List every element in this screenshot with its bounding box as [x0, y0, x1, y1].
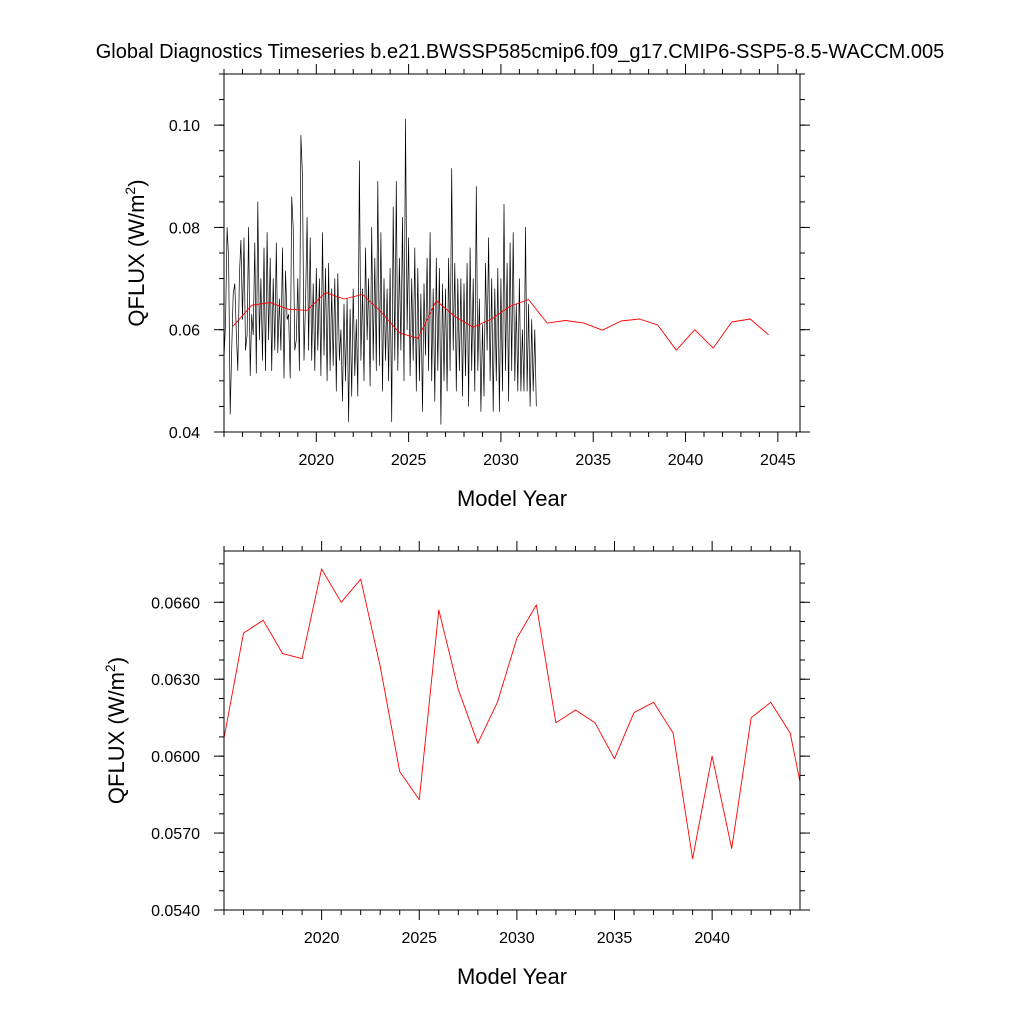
- top-series-annual-mean-line: [232, 291, 769, 351]
- bottom-y-tick-label: 0.0630: [151, 672, 200, 689]
- bottom-plot-frame: [223, 550, 801, 911]
- top-y-axis-title-close: ): [124, 179, 149, 186]
- bottom-tick-labels: 2020 2025 2030 2035 2040 0.0540 0.0570 0.0600 0.…: [151, 595, 730, 947]
- top-series: [223, 118, 769, 425]
- panel-bottom: 2020 2025 2030 2035 2040 0.0540 0.0570 0.0600 0.…: [102, 541, 810, 989]
- top-y-tick-label: 0.10: [169, 118, 200, 135]
- figure-title: Global Diagnostics Timeseries b.e21.BWSS…: [96, 41, 945, 63]
- top-tick-labels: 2020 2025 2030 2035 2040 2045 0.04 0.06 0.08 0.10: [169, 118, 796, 469]
- bottom-ticks: [214, 541, 810, 920]
- bottom-series-annual-mean-line: [223, 568, 801, 860]
- top-series-monthly-line: [223, 118, 537, 425]
- top-x-tick-label: 2035: [575, 452, 611, 469]
- top-y-axis-title: QFLUX (W/m2): [122, 179, 149, 326]
- panel-top: 2020 2025 2030 2035 2040 2045 0.04 0.06 0.08 0.10…: [122, 64, 810, 511]
- bottom-x-tick-label: 2030: [499, 930, 535, 947]
- top-y-axis-title-superscript: 2: [122, 187, 138, 195]
- top-y-axis-title-main: QFLUX (W/m: [124, 195, 149, 327]
- bottom-x-tick-label: 2020: [304, 930, 340, 947]
- bottom-x-axis-title: Model Year: [457, 964, 567, 989]
- top-y-tick-label: 0.06: [169, 323, 200, 340]
- bottom-x-tick-label: 2040: [694, 930, 730, 947]
- bottom-series: [223, 568, 801, 860]
- top-y-tick-label: 0.08: [169, 220, 200, 237]
- bottom-y-axis-title-close: ): [104, 657, 129, 664]
- bottom-y-tick-label: 0.0600: [151, 749, 200, 766]
- bottom-x-tick-label: 2035: [597, 930, 633, 947]
- top-x-axis-title: Model Year: [457, 486, 567, 511]
- bottom-y-tick-label: 0.0540: [151, 903, 200, 920]
- top-x-tick-label: 2020: [299, 452, 335, 469]
- top-ticks: [214, 64, 810, 442]
- top-x-tick-label: 2030: [483, 452, 519, 469]
- bottom-y-tick-label: 0.0570: [151, 826, 200, 843]
- top-x-tick-label: 2025: [391, 452, 427, 469]
- top-plot-frame: [223, 73, 801, 433]
- bottom-x-tick-label: 2025: [401, 930, 437, 947]
- bottom-y-axis-title: QFLUX (W/m2): [102, 657, 129, 804]
- top-y-tick-label: 0.04: [169, 425, 200, 442]
- bottom-y-axis-title-main: QFLUX (W/m: [104, 672, 129, 804]
- top-x-tick-label: 2045: [760, 452, 796, 469]
- top-x-tick-label: 2040: [668, 452, 704, 469]
- bottom-y-tick-label: 0.0660: [151, 595, 200, 612]
- bottom-y-axis-title-superscript: 2: [102, 664, 118, 672]
